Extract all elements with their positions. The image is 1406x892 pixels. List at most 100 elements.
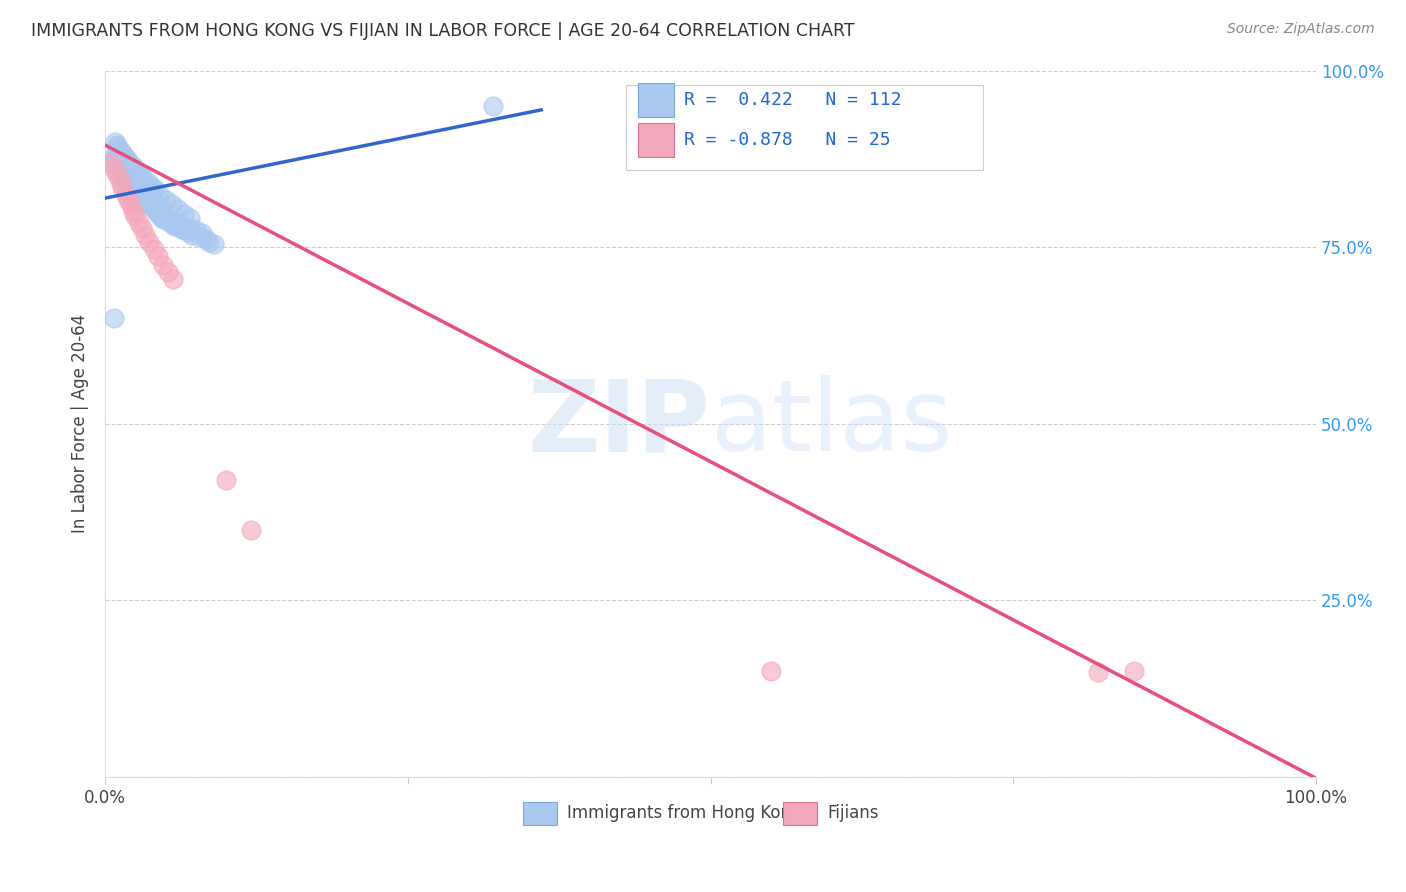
Point <box>139 196 162 211</box>
FancyBboxPatch shape <box>638 84 675 118</box>
Point <box>117 178 139 193</box>
Point <box>157 213 180 227</box>
Point <box>108 164 131 178</box>
Point <box>104 135 127 149</box>
Point <box>761 664 783 678</box>
Point <box>105 140 128 154</box>
Point <box>107 150 129 164</box>
Point <box>124 189 146 203</box>
Point <box>105 156 128 170</box>
Point <box>128 183 150 197</box>
Text: R =  0.422   N = 112: R = 0.422 N = 112 <box>685 91 901 110</box>
FancyBboxPatch shape <box>523 802 557 825</box>
Point <box>239 523 262 537</box>
Point <box>1087 665 1109 680</box>
Point <box>112 183 135 197</box>
Point <box>114 164 136 178</box>
Point <box>157 265 180 279</box>
Point <box>142 183 165 197</box>
Point <box>131 171 153 186</box>
Point <box>128 216 150 230</box>
Point <box>202 236 225 251</box>
Point <box>138 176 160 190</box>
Point <box>107 171 129 186</box>
Point <box>108 143 131 157</box>
Point <box>148 249 170 263</box>
Point <box>149 209 172 223</box>
Point <box>131 220 153 235</box>
Point <box>155 209 177 223</box>
Point <box>179 211 201 225</box>
Point <box>105 159 128 173</box>
Point <box>136 187 159 202</box>
Point <box>169 220 191 235</box>
Point <box>104 153 127 167</box>
Y-axis label: In Labor Force | Age 20-64: In Labor Force | Age 20-64 <box>72 314 89 533</box>
Point <box>162 272 184 286</box>
FancyBboxPatch shape <box>626 85 983 169</box>
Point <box>149 187 172 202</box>
Point <box>141 200 163 214</box>
Point <box>138 235 160 249</box>
Point <box>105 138 128 153</box>
Point <box>115 177 138 191</box>
Point <box>110 157 132 171</box>
Point <box>167 202 190 216</box>
Point <box>127 164 149 178</box>
Point <box>121 159 143 173</box>
Point <box>118 159 141 173</box>
Point <box>191 227 214 241</box>
Point <box>112 153 135 167</box>
Point <box>114 176 136 190</box>
Point <box>127 180 149 194</box>
Point <box>150 211 173 225</box>
Point <box>122 159 145 173</box>
Text: Source: ZipAtlas.com: Source: ZipAtlas.com <box>1227 22 1375 37</box>
Point <box>173 206 195 220</box>
Text: ZIP: ZIP <box>527 376 710 473</box>
Point <box>112 171 135 186</box>
Point <box>162 218 184 232</box>
Point <box>105 166 128 180</box>
Text: Fijians: Fijians <box>827 805 879 822</box>
Point <box>159 216 181 230</box>
Point <box>132 187 155 202</box>
Point <box>122 203 145 218</box>
Point <box>152 258 174 272</box>
Point <box>103 311 125 326</box>
Point <box>142 194 165 209</box>
Point <box>1123 664 1146 678</box>
Point <box>155 193 177 207</box>
Point <box>132 169 155 184</box>
Point <box>125 193 148 207</box>
Point <box>138 194 160 209</box>
Point <box>100 156 122 170</box>
Point <box>143 202 166 216</box>
Point <box>132 184 155 198</box>
Point <box>118 171 141 186</box>
Point <box>160 196 183 211</box>
Point <box>110 145 132 160</box>
Point <box>141 198 163 212</box>
Point <box>120 198 142 212</box>
Point <box>128 169 150 183</box>
Point <box>149 202 172 216</box>
Point <box>173 223 195 237</box>
Point <box>112 161 135 176</box>
Text: R = -0.878   N = 25: R = -0.878 N = 25 <box>685 131 890 149</box>
Point <box>114 162 136 177</box>
Point <box>136 178 159 193</box>
Point <box>121 171 143 186</box>
Point <box>481 99 503 113</box>
Point <box>110 166 132 180</box>
Point <box>118 156 141 170</box>
Point <box>134 176 156 190</box>
Point <box>100 156 122 170</box>
Point <box>176 225 198 239</box>
Point <box>124 209 146 223</box>
Point <box>124 191 146 205</box>
Point <box>167 216 190 230</box>
Point <box>118 166 141 180</box>
Point <box>131 180 153 194</box>
Point <box>122 173 145 187</box>
